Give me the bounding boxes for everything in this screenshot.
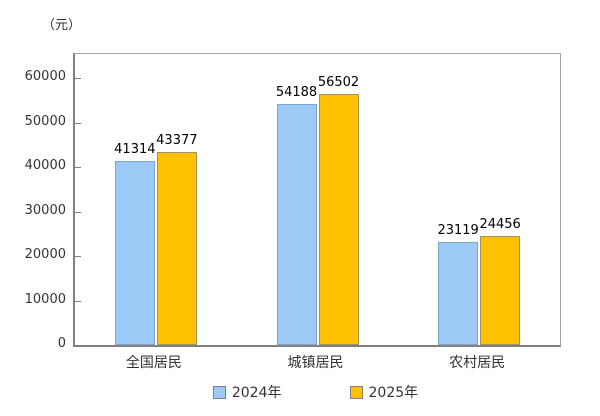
y-axis-tick xyxy=(75,122,81,124)
y-axis-tick xyxy=(75,256,81,257)
legend-swatch xyxy=(212,385,226,399)
bar-value-label: 56502 xyxy=(317,75,360,90)
legend: 2024年 2025年 xyxy=(73,382,558,402)
legend-label: 2024年 xyxy=(231,385,282,401)
legend-item-2025年: 2025年 xyxy=(349,382,419,402)
y-axis-tick xyxy=(75,167,81,168)
bar-value-label: 41314 xyxy=(114,142,156,157)
y-axis-tick-label: 10000 xyxy=(24,291,66,307)
y-axis-unit-label: （元） xyxy=(42,18,82,33)
legend-label: 2025年 xyxy=(368,385,419,401)
bar-value-label: 54188 xyxy=(275,85,318,100)
y-axis-tick-label: 50000 xyxy=(24,113,66,129)
y-axis-tick-label: 20000 xyxy=(24,247,66,262)
legend-item-2024年: 2024年 xyxy=(212,382,282,402)
plot-area: 41314 43377 54188 56502 23119 24456 xyxy=(73,53,561,347)
bar-2025年-城镇居民 xyxy=(318,94,359,345)
y-axis-tick-label: 40000 xyxy=(24,158,66,173)
y-axis-tick-label: 0 xyxy=(57,336,66,351)
y-axis-tick-label: 30000 xyxy=(24,202,66,218)
bar-value-label: 43377 xyxy=(156,133,198,148)
y-axis-tick xyxy=(75,78,81,79)
bar-2025年-全国居民 xyxy=(156,152,197,345)
y-axis-tick xyxy=(75,211,81,213)
bar-2024年-全国居民 xyxy=(114,161,155,345)
category-label: 城镇居民 xyxy=(287,355,344,371)
bar-2025年-农村居民 xyxy=(480,236,521,345)
category-label: 农村居民 xyxy=(449,355,506,371)
bar-value-label: 23119 xyxy=(437,223,479,238)
bar-2024年-城镇居民 xyxy=(276,104,317,345)
y-axis-tick-label: 60000 xyxy=(24,69,66,84)
bar-2024年-农村居民 xyxy=(438,242,479,345)
legend-swatch xyxy=(349,385,363,399)
category-label: 全国居民 xyxy=(125,355,182,371)
y-axis-tick xyxy=(75,300,81,302)
bar-value-label: 24456 xyxy=(479,217,521,232)
